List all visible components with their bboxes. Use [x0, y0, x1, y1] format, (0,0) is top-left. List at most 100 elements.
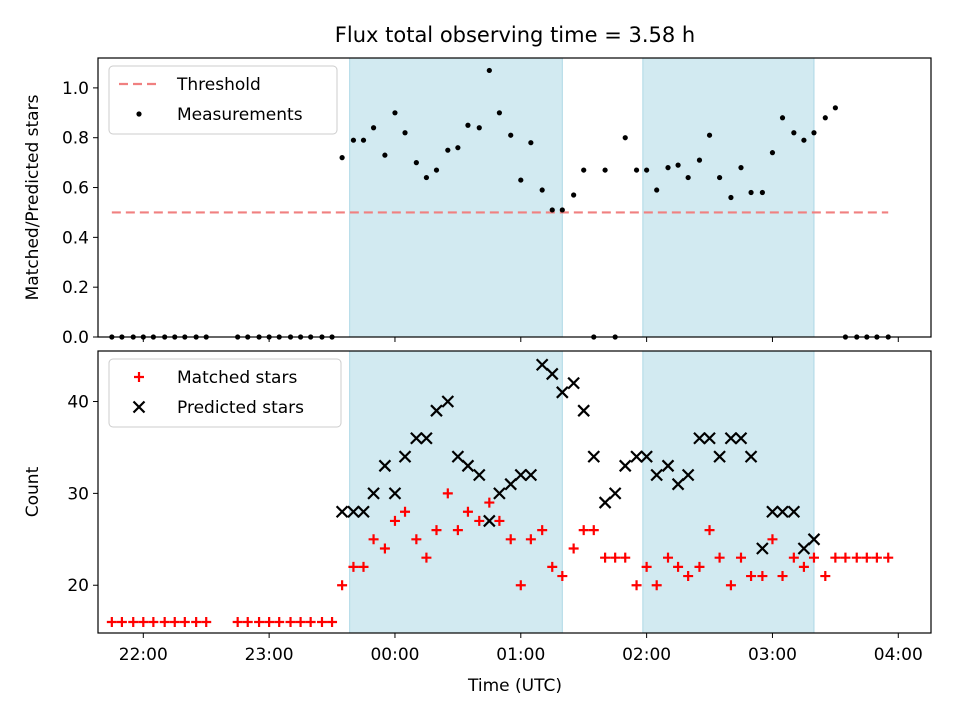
- predicted-star-point: [504, 477, 518, 491]
- matched-star-point: [568, 543, 579, 554]
- predicted-star-point: [797, 542, 811, 555]
- matched-star-point: [337, 580, 348, 591]
- matched-star-point: [547, 561, 558, 572]
- predicted-star-point: [441, 395, 455, 408]
- predicted-star-point: [703, 431, 716, 445]
- matched-star-point: [421, 552, 432, 563]
- shaded-interval: [349, 350, 563, 634]
- predicted-star-point: [577, 404, 590, 417]
- predicted-star-point: [378, 459, 392, 473]
- predicted-star-point: [335, 505, 349, 519]
- x-tick-label: 23:00: [245, 645, 294, 665]
- matched-star-point: [179, 616, 190, 627]
- matched-star-point: [883, 552, 894, 563]
- predicted-star-point: [724, 431, 738, 445]
- shaded-interval: [349, 57, 563, 338]
- matched-star-point: [871, 552, 882, 563]
- y-tick-label: 0.8: [62, 129, 89, 149]
- x-tick-label: 01:00: [496, 645, 545, 665]
- measurement-point: [644, 167, 650, 173]
- y-tick-label: 0.4: [62, 228, 89, 248]
- matched-star-point: [389, 515, 400, 526]
- predicted-star-point: [567, 376, 580, 390]
- matched-star-point: [600, 552, 611, 563]
- measurement-point: [433, 167, 440, 173]
- matched-star-point: [683, 571, 694, 582]
- predicted-star-point: [430, 404, 443, 417]
- axes-frame: [97, 350, 932, 634]
- matched-star-point: [808, 552, 819, 563]
- predicted-star-point: [618, 459, 632, 473]
- predicted-star-point: [388, 487, 402, 500]
- matched-star-point: [620, 552, 631, 563]
- measurement-point: [486, 67, 492, 74]
- legend-marker: [132, 400, 146, 414]
- measurement-point: [811, 130, 817, 136]
- matched-star-point: [788, 552, 799, 563]
- y-tick-label: 40: [67, 393, 89, 413]
- matched-star-point: [767, 534, 778, 545]
- matched-star-point: [557, 571, 568, 582]
- predicted-star-point: [347, 505, 360, 519]
- predicted-star-point: [420, 431, 433, 445]
- measurement-point: [769, 150, 776, 156]
- predicted-star-point: [367, 487, 380, 500]
- predicted-star-point: [535, 358, 549, 372]
- y-axis-label: Count: [23, 466, 43, 517]
- matched-star-point: [820, 571, 831, 582]
- matched-star-point: [327, 616, 338, 627]
- matched-star-point: [274, 616, 285, 627]
- matched-star-point: [663, 552, 674, 563]
- legend-label: Matched stars: [177, 368, 297, 388]
- predicted-star-point: [608, 487, 622, 500]
- predicted-star-point: [472, 468, 486, 482]
- predicted-star-point: [410, 431, 423, 445]
- matched-star-point: [588, 525, 599, 536]
- matched-star-point: [851, 552, 862, 563]
- matched-star-point: [159, 616, 170, 627]
- matched-star-point: [484, 497, 495, 508]
- matched-star-point: [735, 552, 746, 563]
- y-tick-label: 0.2: [62, 278, 89, 298]
- axes-frame: [97, 57, 932, 338]
- predicted-star-point: [681, 468, 695, 482]
- matched-star-point: [148, 616, 159, 627]
- measurement-point: [413, 160, 419, 166]
- x-tick-label: 04:00: [874, 645, 923, 665]
- measurement-point: [706, 132, 713, 138]
- matched-star-point: [128, 616, 139, 627]
- measurement-point: [675, 162, 681, 168]
- measurement-point: [508, 132, 514, 138]
- measurement-point: [528, 140, 534, 146]
- measurement-point: [685, 174, 691, 181]
- measurement-point: [402, 130, 408, 136]
- matched-star-point: [254, 616, 265, 627]
- predicted-star-point: [524, 468, 538, 482]
- measurement-point: [728, 194, 734, 201]
- matched-star-point: [651, 580, 662, 591]
- predicted-star-point: [734, 431, 748, 445]
- x-tick-label: 03:00: [748, 645, 797, 665]
- matched-star-point: [242, 616, 253, 627]
- measurement-point: [748, 189, 754, 196]
- matched-star-point: [316, 616, 327, 627]
- measurement-point: [549, 207, 555, 213]
- matched-star-point: [830, 552, 841, 563]
- predicted-star-point: [671, 477, 685, 491]
- matched-star-point: [348, 561, 359, 572]
- y-tick-label: 30: [67, 484, 89, 504]
- y-tick-label: 0.0: [62, 328, 89, 348]
- measurement-point: [801, 137, 807, 143]
- measurement-point: [350, 137, 357, 143]
- legend-label: Predicted stars: [177, 398, 304, 418]
- measurement-point: [622, 135, 628, 141]
- matched-star-point: [285, 616, 296, 627]
- matched-star-point: [138, 616, 149, 627]
- matched-star-point: [704, 525, 715, 536]
- predicted-star-point: [693, 431, 706, 445]
- measurement-point: [571, 192, 577, 198]
- measurement-point: [465, 122, 471, 128]
- legend-marker: [134, 372, 144, 382]
- matched-star-point: [641, 561, 652, 572]
- measurement-point: [717, 174, 723, 181]
